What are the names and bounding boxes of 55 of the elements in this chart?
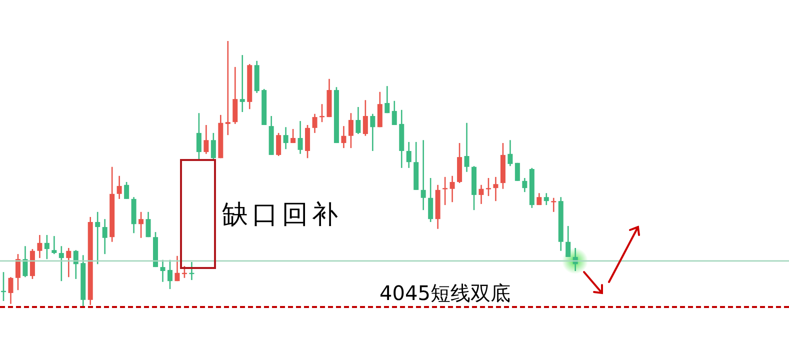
candlestick [232, 66, 238, 125]
candlestick [58, 245, 64, 282]
candlestick [73, 249, 78, 280]
candlestick [240, 54, 245, 113]
candlestick [66, 247, 72, 278]
candlestick [341, 125, 346, 149]
candlestick [276, 132, 282, 157]
candlestick [566, 225, 571, 258]
candlestick [420, 139, 426, 211]
candlestick [514, 162, 520, 182]
candlestick [522, 177, 528, 193]
candlestick [377, 91, 382, 128]
candlestick [52, 235, 57, 255]
candlestick [95, 211, 100, 265]
candlestick [210, 132, 216, 161]
candlestick [392, 100, 397, 126]
candlestick [102, 218, 108, 255]
ref-line-label: 4045短线双底 [380, 281, 510, 306]
candlestick [283, 126, 288, 150]
candlestick [384, 85, 390, 114]
candlestick [138, 211, 144, 239]
candlestick [44, 234, 50, 260]
candlestick [312, 113, 318, 134]
candlestick [8, 276, 14, 305]
candlestick [305, 124, 310, 159]
candlestick [174, 255, 180, 282]
candlestick [22, 245, 28, 278]
candlestick [290, 128, 296, 144]
candlestick [196, 112, 202, 161]
candlestick [167, 259, 172, 290]
candlestick [225, 40, 230, 136]
candlestick [362, 99, 368, 137]
candlestick [124, 181, 130, 200]
candlestick [442, 176, 448, 206]
candlestick [160, 259, 166, 283]
candlestick [486, 177, 491, 197]
candlestick [406, 141, 412, 169]
candlestick [464, 122, 470, 173]
candlestick [298, 120, 303, 155]
candlestick [508, 139, 513, 167]
candlestick [544, 192, 549, 206]
candlestick [146, 211, 151, 238]
candlestick [37, 234, 42, 259]
candlestick [116, 175, 122, 200]
annotation: 缺口回补 [222, 199, 342, 232]
candlestick [15, 253, 20, 291]
candlestick [493, 176, 498, 202]
candlestick [428, 177, 434, 223]
candlestick [370, 113, 376, 152]
candlestick [348, 112, 354, 149]
candlestick [450, 175, 455, 203]
candlestick [356, 106, 361, 135]
candlestick [478, 184, 484, 205]
candlestick [204, 124, 209, 155]
candlestick [551, 197, 556, 213]
